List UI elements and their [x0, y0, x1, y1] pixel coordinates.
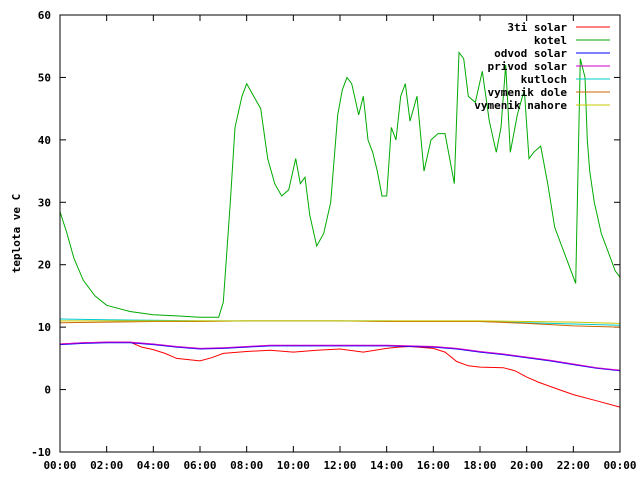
x-tick-label: 00:00	[43, 459, 76, 472]
legend-label: vymenik nahore	[474, 99, 567, 112]
x-tick-label: 12:00	[323, 459, 356, 472]
legend-label: kotel	[534, 34, 567, 47]
x-tick-label: 22:00	[557, 459, 590, 472]
axes: -10 0 10 20 30 40 50 60 00:00 02:00 04:00 06:00 08:0…	[31, 9, 636, 472]
x-tick-label: 02:00	[90, 459, 123, 472]
series-line-6	[60, 320, 621, 324]
x-tick-label: 14:00	[370, 459, 403, 472]
y-tick-label: 0	[44, 384, 51, 397]
x-tick-label: 16:00	[417, 459, 450, 472]
y-tick-label: 40	[38, 134, 51, 147]
x-tick-label: 10:00	[277, 459, 310, 472]
series-line-0	[59, 341, 621, 408]
series-line-3	[59, 341, 621, 371]
y-tick-label: -10	[31, 446, 51, 459]
series-line-1	[59, 51, 621, 318]
legend-label: privod solar	[488, 60, 568, 73]
x-tick-label: 00:00	[603, 459, 636, 472]
x-tick-label: 06:00	[183, 459, 216, 472]
y-tick-label: 60	[38, 9, 51, 22]
x-tick-label: 04:00	[137, 459, 170, 472]
x-tick-label: 18:00	[463, 459, 496, 472]
x-tick-label: 08:00	[230, 459, 263, 472]
x-tick-label: 20:00	[510, 459, 543, 472]
y-tick-label: 30	[38, 196, 51, 209]
y-tick-label: 20	[38, 259, 51, 272]
legend-label: odvod solar	[494, 47, 567, 60]
series-lines	[59, 51, 621, 408]
legend-label: kutloch	[521, 73, 567, 86]
y-tick-label: 50	[38, 71, 51, 84]
legend-label: vymenik dole	[488, 86, 568, 99]
y-tick-label: 10	[38, 321, 51, 334]
series-line-2	[59, 342, 621, 372]
plot-frame	[59, 14, 621, 453]
legend-label: 3ti solar	[507, 21, 567, 34]
y-axis-label: teplota ve C	[10, 194, 23, 273]
